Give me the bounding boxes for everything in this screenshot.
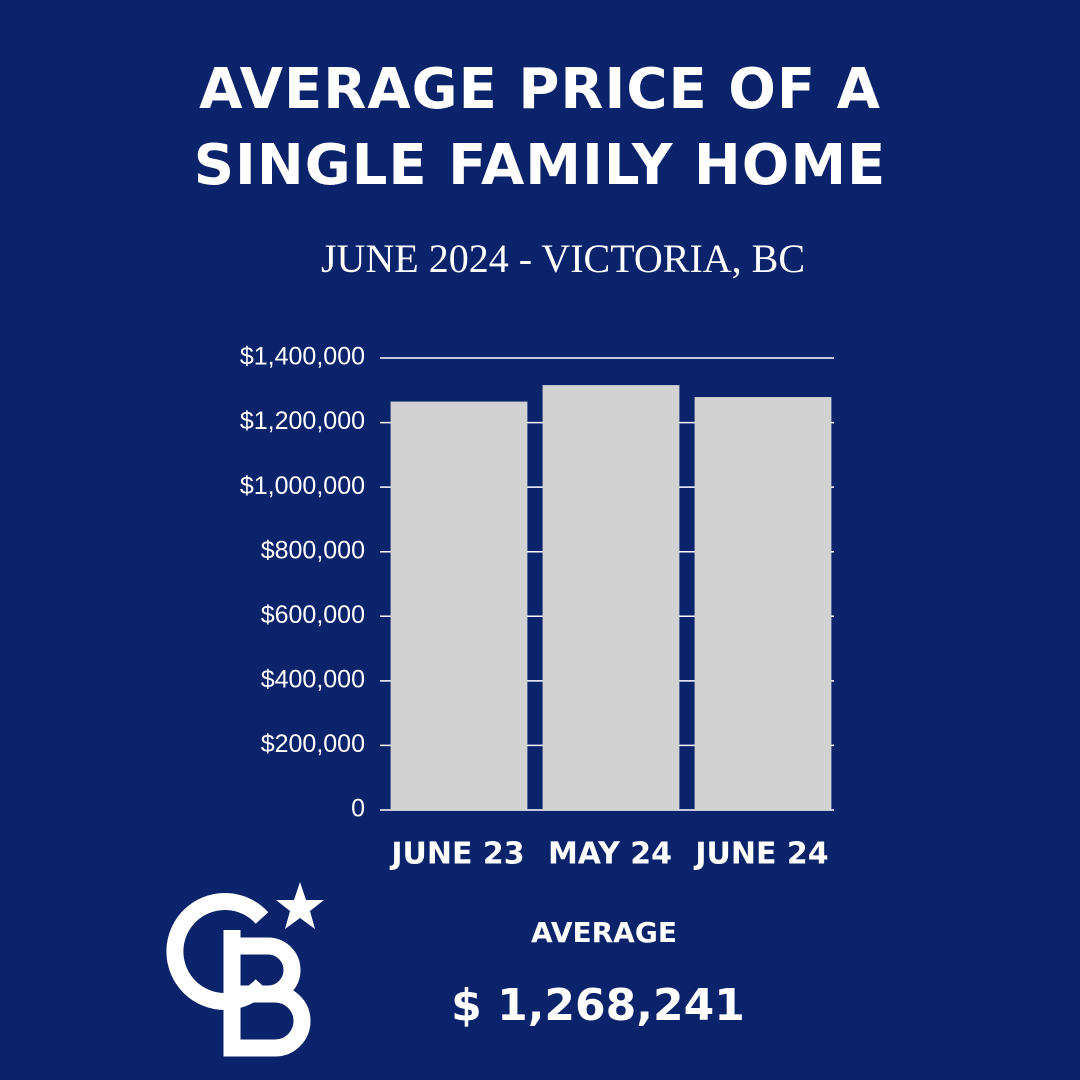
annotation-label: AVERAGE (531, 916, 677, 949)
logo (166, 882, 324, 1057)
x-tick-label: JUNE 24 (693, 837, 828, 872)
y-tick-label: 0 (351, 795, 365, 823)
y-tick-label: $400,000 (261, 665, 365, 693)
bar (542, 385, 680, 810)
x-tick-label: MAY 24 (548, 837, 672, 872)
logo-b (223, 930, 311, 1057)
plot-area: 0 $200,000 $400,000 $600,000 $800,000 $1,000,… (240, 343, 834, 872)
y-tick-label: $1,400,000 (240, 343, 365, 371)
y-tick-label: $1,000,000 (240, 472, 365, 500)
x-tick-label: JUNE 23 (389, 837, 524, 872)
bar (694, 397, 832, 810)
y-tick-label: $200,000 (261, 730, 365, 758)
logo-star (276, 882, 324, 929)
y-tick-label: $800,000 (261, 536, 365, 564)
bar (390, 401, 528, 810)
chart-title: AVERAGE PRICE OF A SINGLE FAMILY HOME (193, 57, 887, 198)
y-tick-label: $1,200,000 (240, 407, 365, 435)
annotation-value: $ 1,268,241 (451, 980, 745, 1031)
chart-subtitle: JUNE 2024 - VICTORIA, BC (321, 236, 805, 281)
y-tick-label: $600,000 (261, 601, 365, 629)
